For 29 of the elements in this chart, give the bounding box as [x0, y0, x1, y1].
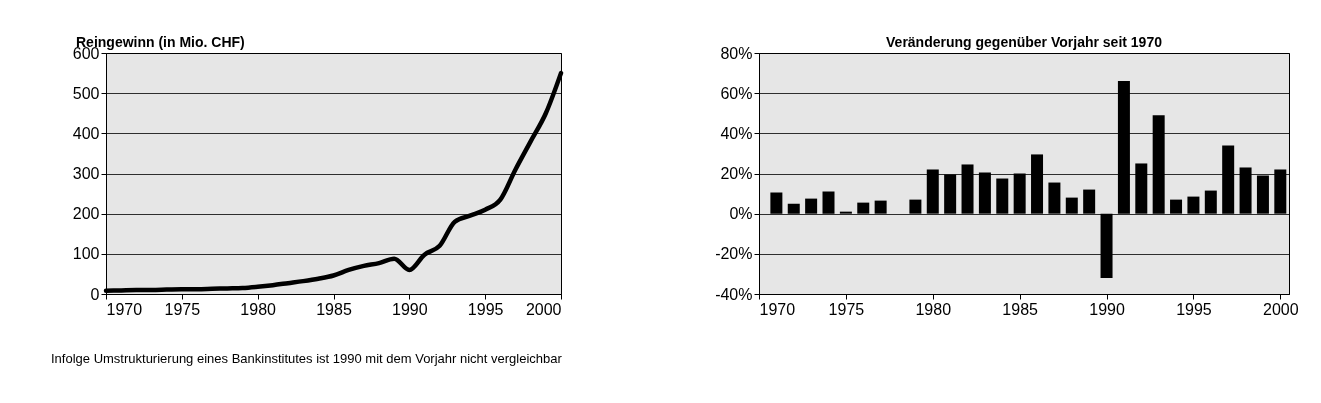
x-tick-label: 1970	[759, 300, 796, 318]
y-tick-label: 500	[72, 84, 100, 102]
x-tick-label: 1990	[1089, 300, 1125, 318]
y-tick-label: 200	[72, 205, 100, 223]
y-tick-label: 100	[72, 245, 100, 263]
x-tick-label: 1995	[467, 300, 504, 318]
x-tick-label: 1970	[106, 300, 143, 318]
y-tick-label: 0	[90, 285, 100, 303]
chart-title: Veränderung gegenüber Vorjahr seit 1970	[886, 34, 1163, 50]
x-tick-label: 1975	[828, 300, 865, 318]
y-tick-label: -40%	[715, 285, 753, 303]
y-tick-label: 300	[72, 165, 100, 182]
y-tick-label: 80%	[720, 44, 753, 62]
x-tick-label: 1980	[240, 300, 277, 318]
y-tick-label: 400	[72, 124, 100, 142]
text: Infolge Umstrukturierung eines Bankinstitutes ist 1990 mit dem Vorjahr nicht vergleichbar	[51, 351, 563, 366]
y-tick-label: 60%	[720, 84, 753, 102]
y-tick-label: -20%	[715, 245, 753, 263]
x-tick-label: 1985	[1002, 300, 1039, 318]
x-tick-label: 1990	[392, 300, 428, 318]
y-tick-label: 40%	[720, 124, 753, 142]
x-tick-label: 1975	[164, 300, 201, 318]
y-tick-label: 20%	[720, 165, 753, 182]
x-tick-label: 2000	[525, 300, 562, 318]
x-tick-label: 1995	[1176, 300, 1212, 318]
x-tick-label: 2000	[1263, 300, 1299, 318]
y-tick-label: 0%	[729, 205, 753, 223]
x-tick-label: 1985	[316, 300, 352, 318]
x-tick-label: 1980	[915, 300, 952, 318]
